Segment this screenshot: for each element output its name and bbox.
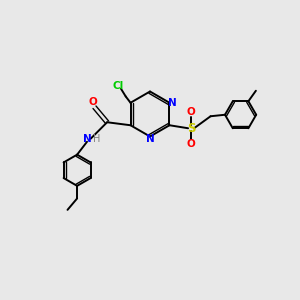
Text: N: N: [167, 98, 176, 108]
Text: Cl: Cl: [112, 81, 124, 91]
Text: O: O: [187, 140, 196, 149]
Text: S: S: [187, 122, 195, 135]
Text: O: O: [88, 97, 98, 107]
Text: N: N: [146, 134, 154, 145]
Text: O: O: [187, 107, 196, 117]
Text: N: N: [82, 134, 91, 144]
Text: H: H: [93, 134, 100, 144]
